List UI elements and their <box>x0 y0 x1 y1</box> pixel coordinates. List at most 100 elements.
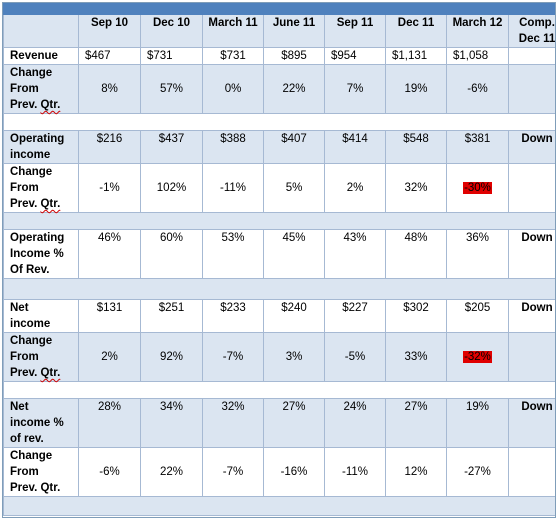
cell: 12% <box>385 447 447 497</box>
cell: 57% <box>140 64 203 114</box>
cell: -1% <box>78 163 141 213</box>
net-income-row: Net income $131 $251 $233 $240 $227 $302… <box>3 299 555 333</box>
cell: 60% <box>140 229 203 279</box>
operating-income-row: Operating income $216 $437 $388 $407 $41… <box>3 130 555 164</box>
cell: $1,058 <box>446 47 509 65</box>
spacer-row <box>3 278 555 300</box>
highlighted-value: -32% <box>463 351 492 363</box>
cell: 22% <box>263 64 325 114</box>
cell: 0% <box>202 64 264 114</box>
cell: 43% <box>324 229 386 279</box>
cell: 7% <box>324 64 386 114</box>
operating-income-change-row: Change From Prev. Qtr. -1% 102% -11% 5% … <box>3 163 555 213</box>
cell: -7% <box>202 447 264 497</box>
cell: 33% <box>385 332 447 382</box>
header-row: Sep 10 Dec 10 March 11 June 11 Sep 11 De… <box>3 14 555 48</box>
comp-cell <box>507 47 555 65</box>
col-header: Dec 11 <box>385 14 447 48</box>
cell: $240 <box>263 299 325 333</box>
cell: $437 <box>140 130 203 164</box>
row-label: Operating income <box>3 130 79 164</box>
col-header: Sep 10 <box>78 14 141 48</box>
row-label: Change From Prev. Qtr. <box>3 447 79 497</box>
cell: 32% <box>202 398 264 448</box>
cell: -6% <box>446 64 509 114</box>
cell: $388 <box>202 130 264 164</box>
cell: $414 <box>324 130 386 164</box>
title-bar <box>3 3 555 15</box>
cell: $251 <box>140 299 203 333</box>
cell: $467 <box>78 47 141 65</box>
cell: 27% <box>263 398 325 448</box>
row-label: Operating Income % Of Rev. <box>3 229 79 279</box>
cell: $381 <box>446 130 509 164</box>
cell: 27% <box>385 398 447 448</box>
cell: 24% <box>324 398 386 448</box>
comp-cell: Down <box>507 398 555 448</box>
operating-income-pct-row: Operating Income % Of Rev. 46% 60% 53% 4… <box>3 229 555 279</box>
cell: -7% <box>202 332 264 382</box>
cell: -30% <box>446 163 509 213</box>
comp-cell: Down <box>507 299 555 333</box>
col-header: March 11 <box>202 14 264 48</box>
comp-cell: Down <box>507 229 555 279</box>
comp-cell <box>507 447 555 497</box>
cell: 2% <box>324 163 386 213</box>
row-label: Change From Prev. Qtr. <box>3 64 79 114</box>
cell: 28% <box>78 398 141 448</box>
cell: -5% <box>324 332 386 382</box>
row-label: Change From Prev. Qtr. <box>3 332 79 382</box>
quarterly-financials-table: Sep 10 Dec 10 March 11 June 11 Sep 11 De… <box>3 3 555 516</box>
cell: -16% <box>263 447 325 497</box>
cell: 8% <box>78 64 141 114</box>
financial-table-frame: Sep 10 Dec 10 March 11 June 11 Sep 11 De… <box>2 2 556 518</box>
col-header: Dec 10 <box>140 14 203 48</box>
header-blank <box>3 14 79 48</box>
col-header: March 12 <box>446 14 509 48</box>
spacer-row <box>3 496 555 516</box>
cell: $895 <box>263 47 325 65</box>
cell: 19% <box>446 398 509 448</box>
col-header: Sep 11 <box>324 14 386 48</box>
cell: $1,131 <box>385 47 447 65</box>
cell: -11% <box>202 163 264 213</box>
cell: $548 <box>385 130 447 164</box>
cell: $731 <box>202 47 264 65</box>
row-label: Change From Prev. Qtr. <box>3 163 79 213</box>
cell: 2% <box>78 332 141 382</box>
row-label: Net income <box>3 299 79 333</box>
cell: $131 <box>78 299 141 333</box>
cell: 53% <box>202 229 264 279</box>
net-income-change-row: Change From Prev. Qtr. 2% 92% -7% 3% -5%… <box>3 332 555 382</box>
revenue-change-row: Change From Prev. Qtr. 8% 57% 0% 22% 7% … <box>3 64 555 114</box>
comp-cell <box>507 64 555 114</box>
row-label: Revenue <box>3 47 79 65</box>
comp-cell <box>507 332 555 382</box>
cell: 48% <box>385 229 447 279</box>
col-header: June 11 <box>263 14 325 48</box>
cell: $302 <box>385 299 447 333</box>
cell: 102% <box>140 163 203 213</box>
cell: 45% <box>263 229 325 279</box>
cell: 36% <box>446 229 509 279</box>
cell: 46% <box>78 229 141 279</box>
net-income-change2-row: Change From Prev. Qtr. -6% 22% -7% -16% … <box>3 447 555 497</box>
col-header: Comp. Dec 11 <box>507 14 555 48</box>
spacer-row <box>3 381 555 399</box>
cell: 32% <box>385 163 447 213</box>
cell: 92% <box>140 332 203 382</box>
cell: $731 <box>140 47 203 65</box>
cell: $233 <box>202 299 264 333</box>
comp-cell: Down <box>507 130 555 164</box>
cell: $227 <box>324 299 386 333</box>
cell: 22% <box>140 447 203 497</box>
cell: 19% <box>385 64 447 114</box>
spacer-row <box>3 113 555 131</box>
comp-cell <box>507 163 555 213</box>
cell: -6% <box>78 447 141 497</box>
cell: $954 <box>324 47 386 65</box>
spacer-row <box>3 212 555 230</box>
cell: 5% <box>263 163 325 213</box>
revenue-row: Revenue $467 $731 $731 $895 $954 $1,131 … <box>3 47 555 65</box>
cell: -32% <box>446 332 509 382</box>
